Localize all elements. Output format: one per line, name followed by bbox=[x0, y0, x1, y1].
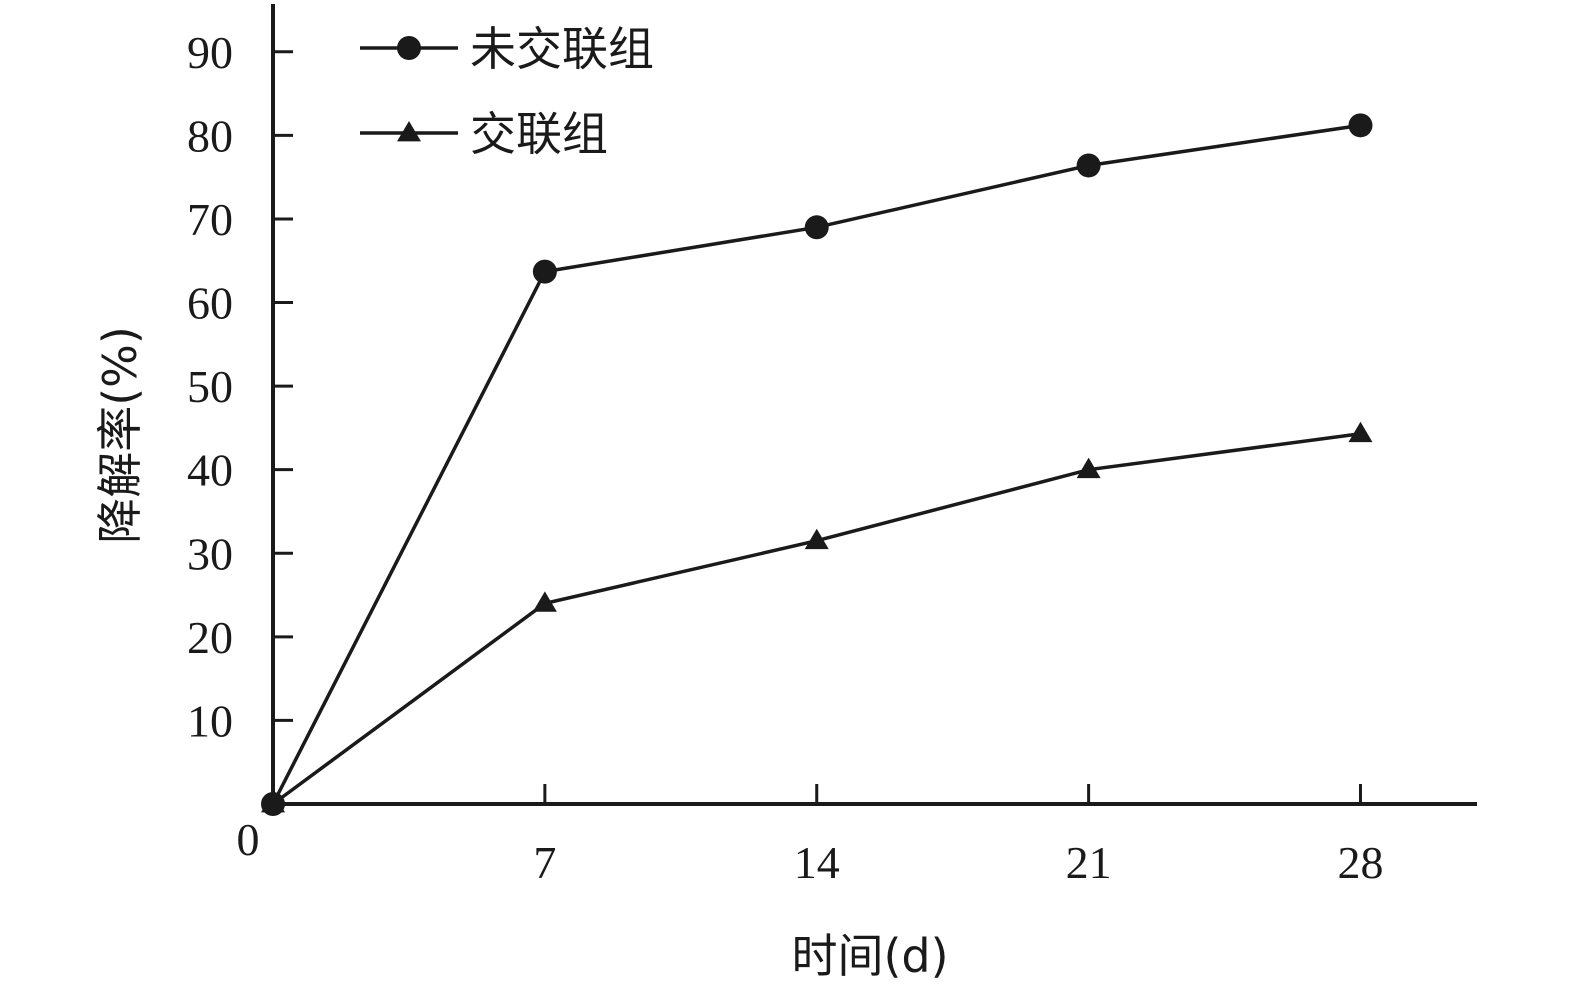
legend-item: 交联组 bbox=[360, 107, 608, 161]
y-tick-label: 10 bbox=[187, 695, 233, 746]
y-axis-title: 降解率(%) bbox=[93, 326, 147, 544]
legend-item: 未交联组 bbox=[360, 22, 654, 76]
series-line bbox=[271, 432, 1361, 806]
y-tick-label: 70 bbox=[187, 194, 233, 245]
data-point bbox=[1348, 421, 1373, 443]
y-tick-label: 90 bbox=[187, 27, 233, 78]
data-point bbox=[1348, 113, 1373, 138]
x-tick-label: 14 bbox=[794, 837, 840, 888]
x-tick-label: 7 bbox=[533, 837, 556, 888]
data-point bbox=[261, 792, 285, 813]
y-tick-label: 50 bbox=[187, 361, 233, 412]
data-point bbox=[1076, 153, 1101, 178]
legend-label: 未交联组 bbox=[470, 22, 654, 76]
legend-triangle-marker bbox=[397, 121, 421, 142]
data-point bbox=[1076, 457, 1101, 479]
data-point bbox=[532, 259, 557, 284]
y-tick-label: 30 bbox=[187, 528, 233, 579]
y-tick-label: 80 bbox=[187, 110, 233, 161]
x-tick-label: 21 bbox=[1066, 837, 1112, 888]
axes bbox=[271, 4, 1477, 806]
y-tick-label: 20 bbox=[187, 612, 233, 663]
series-crosslinked bbox=[261, 421, 1373, 813]
legend-circle-marker bbox=[397, 36, 421, 60]
x-tick-label-origin: 0 bbox=[237, 814, 260, 865]
data-point bbox=[532, 591, 557, 612]
ticks: 10 20 30 40 50 60 70 80 90 0 7 14 21 28 bbox=[187, 27, 1383, 888]
series-uncrosslinked bbox=[261, 113, 1373, 816]
y-tick-label: 60 bbox=[187, 278, 233, 329]
data-point bbox=[804, 528, 829, 550]
data-point bbox=[804, 215, 829, 240]
axis-titles: 时间(d) 降解率(%) bbox=[93, 326, 949, 983]
y-tick-label: 40 bbox=[187, 445, 233, 496]
legend-label: 交联组 bbox=[470, 107, 608, 161]
series bbox=[261, 113, 1373, 816]
x-tick-label: 28 bbox=[1337, 837, 1383, 888]
x-axis-title: 时间(d) bbox=[791, 929, 948, 983]
